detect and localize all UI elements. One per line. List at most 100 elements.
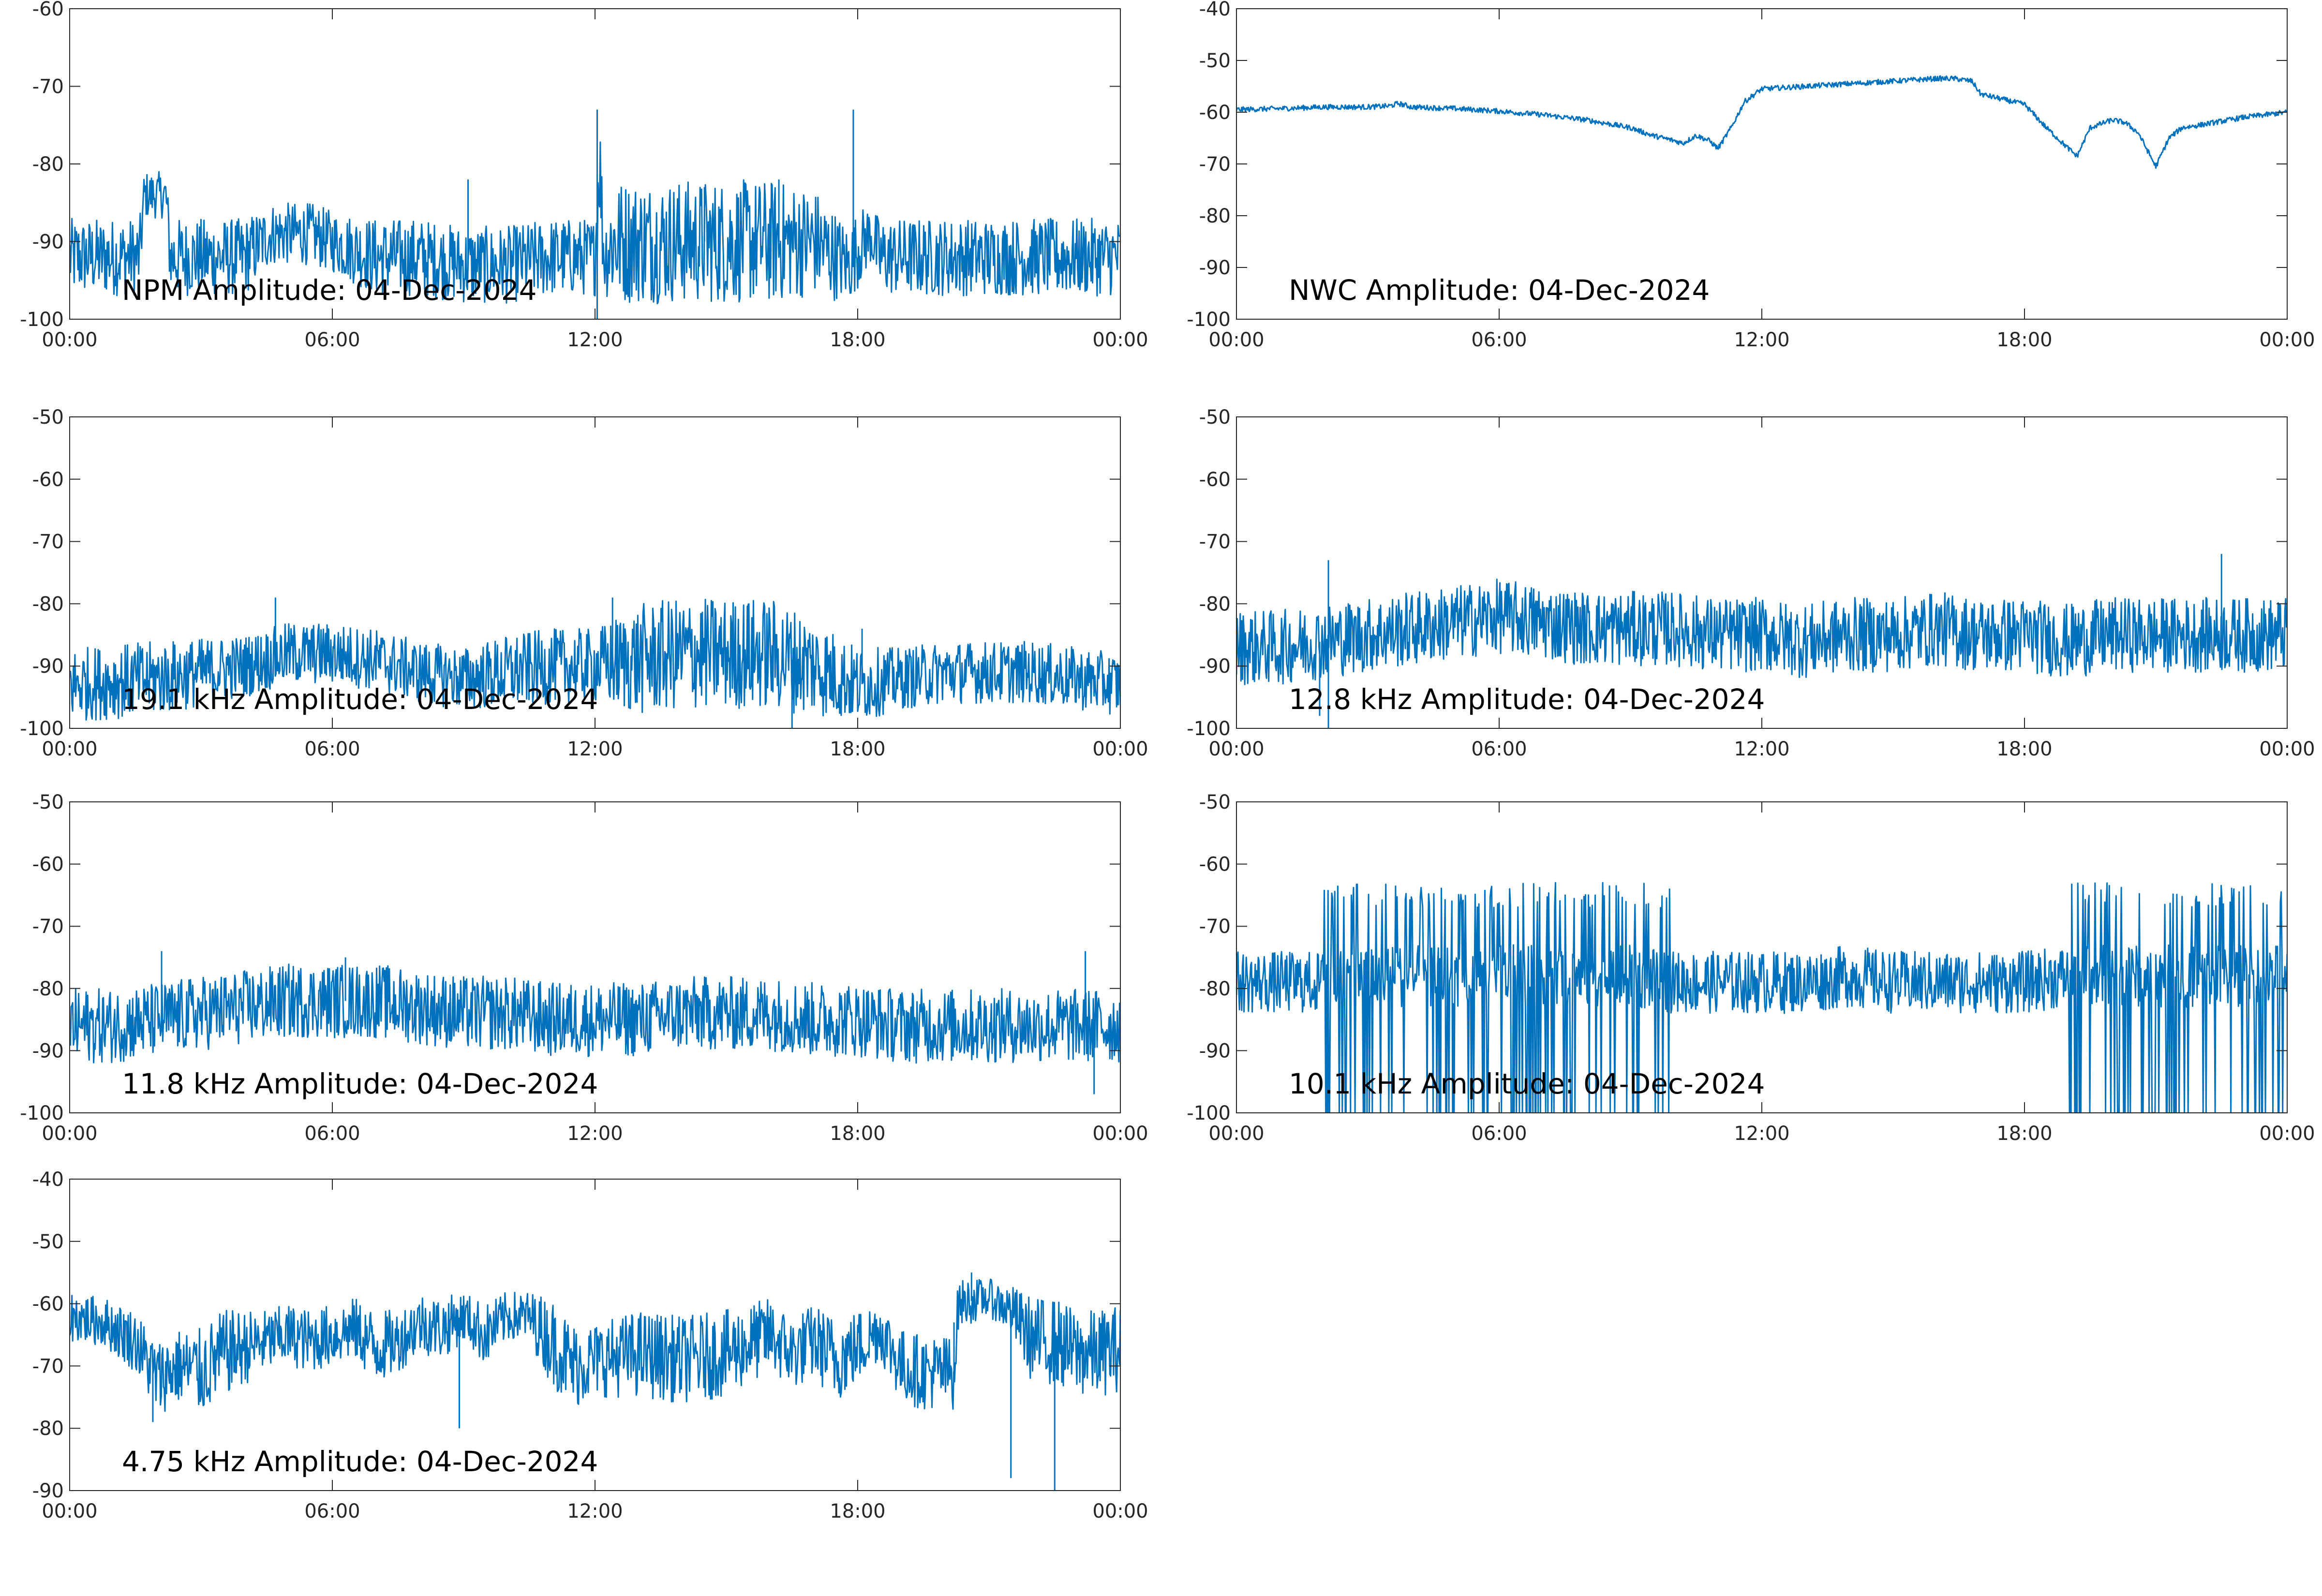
y-tick-label: -70 (32, 916, 64, 938)
y-tick-label: -50 (32, 791, 64, 813)
y-tick-label: -80 (1199, 978, 1231, 1000)
y-tick-label: -90 (32, 1480, 64, 1502)
x-tick-label: 00:00 (1208, 329, 1264, 351)
y-tick-label: -80 (32, 978, 64, 1000)
x-tick-label: 18:00 (1996, 738, 2052, 760)
y-tick-label: -60 (32, 469, 64, 491)
y-tick-label: -70 (32, 1355, 64, 1377)
series-line (70, 1278, 1120, 1412)
series-line (70, 963, 1120, 1064)
chart-title: 4.75 kHz Amplitude: 04-Dec-2024 (122, 1445, 598, 1478)
y-tick-label: -70 (1199, 916, 1231, 938)
y-tick-label: -90 (32, 1040, 64, 1062)
axes-box (69, 801, 1121, 1113)
x-tick-label: 18:00 (830, 1500, 885, 1522)
series-group (70, 951, 1120, 1094)
x-tick-label: 18:00 (1996, 329, 2052, 351)
series-line (1236, 882, 2287, 1113)
x-tick-label: 06:00 (1471, 1123, 1527, 1145)
y-tick-label: -40 (32, 1168, 64, 1191)
series-line (70, 141, 1120, 305)
axes-box (1236, 416, 2288, 729)
series-line (1236, 578, 2287, 685)
y-tick-label: -100 (20, 309, 64, 331)
y-tick-label: -100 (20, 1102, 64, 1124)
y-tick-label: -70 (32, 531, 64, 553)
series-group (1236, 882, 2287, 1113)
x-tick-label: 06:00 (304, 1123, 360, 1145)
y-tick-label: -80 (32, 153, 64, 176)
x-tick-label: 06:00 (1471, 329, 1527, 351)
y-tick-label: -60 (1199, 102, 1231, 124)
y-tick-label: -90 (1199, 257, 1231, 279)
x-tick-label: 18:00 (830, 1123, 885, 1145)
chart-title: 19.1 kHz Amplitude: 04-Dec-2024 (122, 683, 598, 716)
x-tick-label: 18:00 (1996, 1123, 2052, 1145)
y-tick-label: -50 (32, 1231, 64, 1253)
series-group (70, 1272, 1120, 1491)
series-line (70, 599, 1120, 721)
x-tick-label: 00:00 (1092, 1500, 1148, 1522)
x-tick-label: 06:00 (304, 1500, 360, 1522)
axes-box (1236, 8, 2288, 320)
x-tick-label: 12:00 (1734, 738, 1789, 760)
x-tick-label: 06:00 (304, 738, 360, 760)
y-tick-label: -100 (1187, 309, 1231, 331)
y-tick-label: -60 (1199, 469, 1231, 491)
y-tick-label: -90 (32, 231, 64, 253)
x-tick-label: 00:00 (1092, 1123, 1148, 1145)
y-tick-label: -60 (32, 854, 64, 876)
series-group (1236, 554, 2287, 728)
y-tick-label: -70 (1199, 153, 1231, 176)
y-tick-label: -90 (32, 655, 64, 678)
x-tick-label: 00:00 (2259, 738, 2315, 760)
x-tick-label: 00:00 (1208, 738, 1264, 760)
y-tick-label: -60 (1199, 854, 1231, 876)
y-tick-label: -60 (32, 1293, 64, 1315)
y-tick-label: -80 (32, 1418, 64, 1440)
x-tick-label: 00:00 (42, 738, 97, 760)
y-tick-label: -50 (1199, 406, 1231, 429)
y-tick-label: -70 (1199, 531, 1231, 553)
y-tick-label: -40 (1199, 0, 1231, 20)
x-tick-label: 00:00 (1092, 738, 1148, 760)
x-tick-label: 12:00 (567, 329, 623, 351)
chart-title: NPM Amplitude: 04-Dec-2024 (122, 274, 537, 307)
series-group (70, 597, 1120, 728)
y-tick-label: -80 (1199, 205, 1231, 227)
y-tick-label: -50 (1199, 791, 1231, 813)
y-tick-label: -90 (1199, 1040, 1231, 1062)
y-tick-label: -100 (20, 718, 64, 740)
x-tick-label: 00:00 (1092, 329, 1148, 351)
x-tick-label: 18:00 (830, 738, 885, 760)
x-tick-label: 06:00 (1471, 738, 1527, 760)
x-tick-label: 06:00 (304, 329, 360, 351)
y-tick-label: -70 (32, 76, 64, 98)
y-tick-label: -50 (32, 406, 64, 429)
x-tick-label: 00:00 (1208, 1123, 1264, 1145)
series-group (1236, 75, 2287, 169)
x-tick-label: 00:00 (42, 329, 97, 351)
series-group (70, 109, 1120, 319)
y-tick-label: -90 (1199, 655, 1231, 678)
chart-title: NWC Amplitude: 04-Dec-2024 (1289, 274, 1710, 307)
x-tick-label: 12:00 (567, 1500, 623, 1522)
x-tick-label: 18:00 (830, 329, 885, 351)
x-tick-label: 00:00 (42, 1123, 97, 1145)
chart-title: 11.8 kHz Amplitude: 04-Dec-2024 (122, 1067, 598, 1100)
x-tick-label: 12:00 (1734, 1123, 1789, 1145)
x-tick-label: 00:00 (2259, 1123, 2315, 1145)
y-tick-label: -80 (1199, 593, 1231, 615)
x-tick-label: 12:00 (567, 1123, 623, 1145)
y-tick-label: -60 (32, 0, 64, 20)
series-line (1236, 75, 2287, 169)
x-tick-label: 00:00 (2259, 329, 2315, 351)
